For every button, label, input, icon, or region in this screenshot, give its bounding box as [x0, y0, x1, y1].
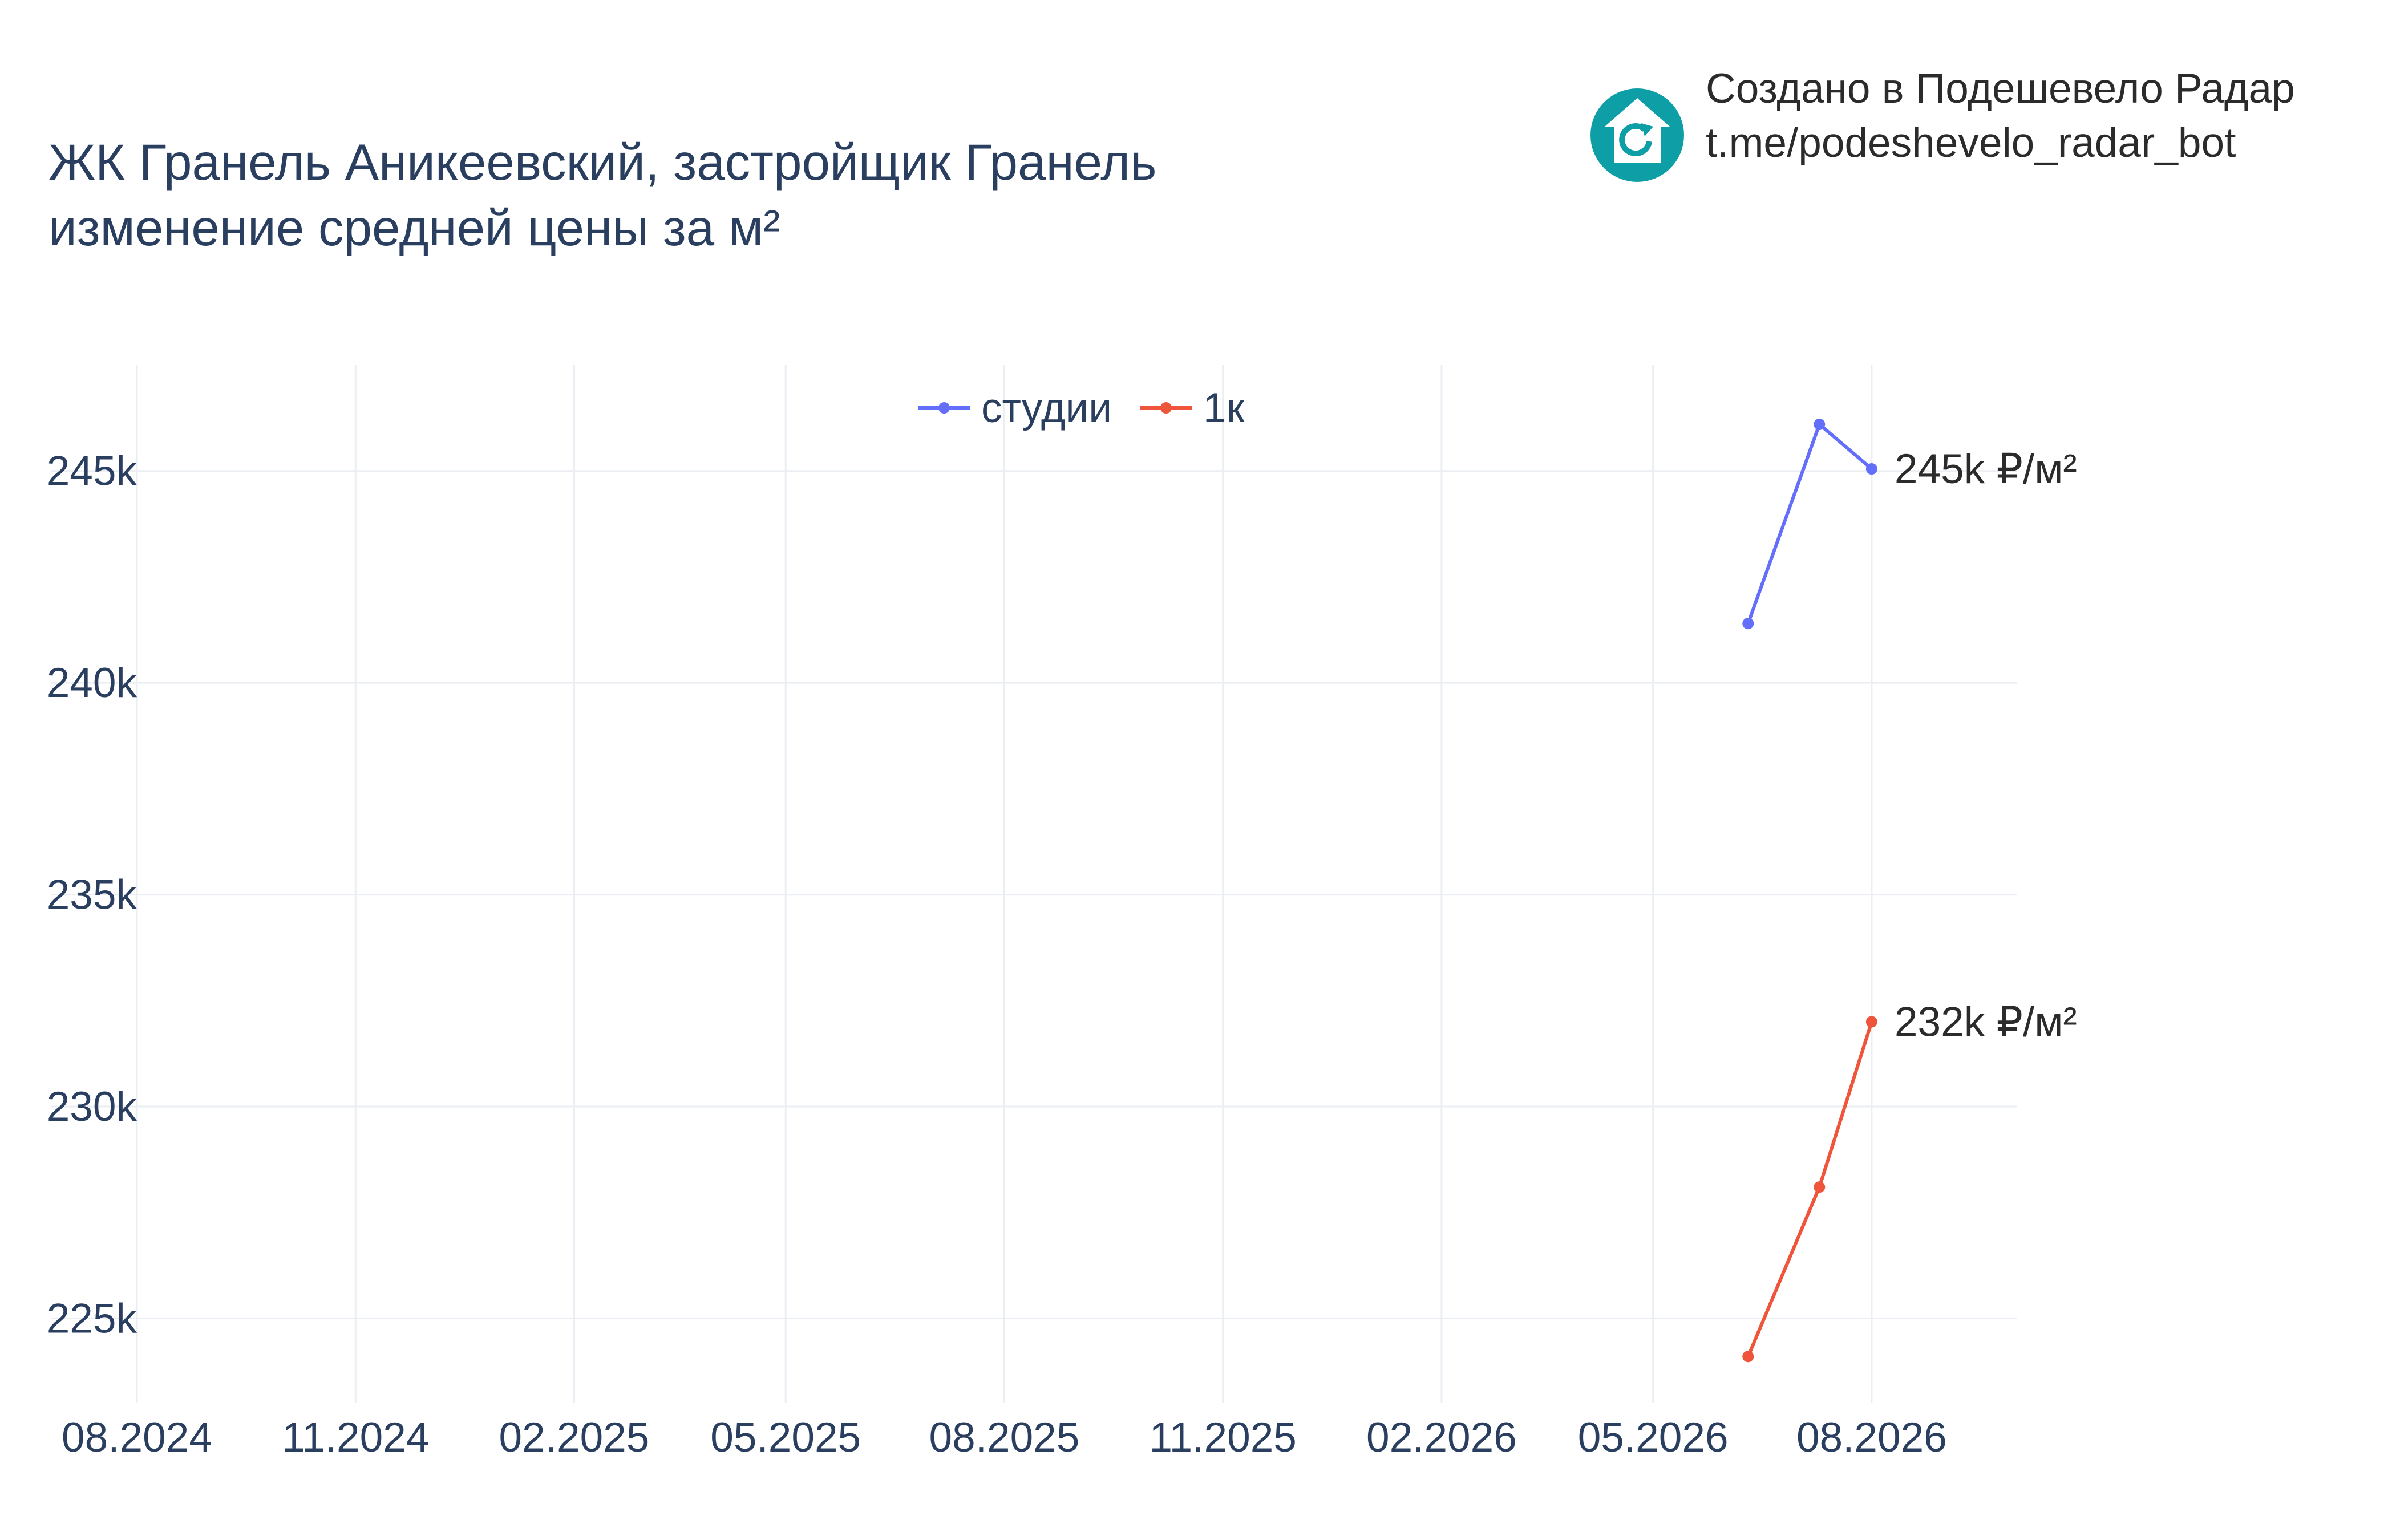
series-end-label: 232k ₽/м² — [1895, 999, 2077, 1045]
brand-block: Создано в Подешевело Радар t.me/podeshev… — [1590, 66, 2295, 182]
x-tick-label: 02.2025 — [499, 1415, 650, 1461]
data-point — [1865, 463, 1877, 475]
x-tick-label: 02.2026 — [1366, 1415, 1517, 1461]
data-point — [1814, 1181, 1826, 1193]
x-tick-label: 11.2025 — [1149, 1415, 1296, 1461]
chart-title-line-1: ЖК Гранель Аникеевский, застройщик Гране… — [48, 133, 1157, 191]
y-tick-label: 225k — [47, 1295, 137, 1342]
legend-label: 1к — [1203, 385, 1245, 431]
x-tick-label: 11.2024 — [282, 1415, 429, 1461]
series-line — [1746, 1020, 1873, 1359]
brand-line-1: Создано в Подешевело Радар — [1706, 66, 2295, 112]
data-point — [1742, 1351, 1754, 1363]
x-axis: 08.2024 11.2024 02.2025 05.2025 08.2025 11.20… — [62, 1415, 1947, 1461]
y-tick-label: 230k — [47, 1084, 137, 1130]
x-tick-label: 05.2026 — [1578, 1415, 1729, 1461]
y-axis: 225k 230k 235k 240k 245k — [47, 448, 137, 1342]
x-tick-label: 08.2024 — [62, 1415, 212, 1461]
data-point — [1865, 1016, 1877, 1028]
x-tick-label: 05.2025 — [710, 1415, 861, 1461]
house-refresh-icon — [1590, 88, 1684, 182]
y-tick-label: 235k — [47, 872, 137, 918]
series-group: 245k ₽/м² 232k ₽/м² — [1742, 419, 2077, 1363]
legend-label: студии — [981, 385, 1112, 431]
legend-item[interactable]: 1к — [1140, 385, 1245, 431]
x-tick-label: 08.2025 — [929, 1415, 1080, 1461]
legend-swatch-marker — [1160, 402, 1172, 414]
chart-title-line-2: изменение средней цены за м² — [48, 199, 780, 256]
grid — [51, 365, 2017, 1403]
brand-line-2: t.me/podeshevelo_radar_bot — [1706, 120, 2236, 166]
series-end-label: 245k ₽/м² — [1895, 446, 2077, 492]
legend-item[interactable]: студии — [918, 385, 1112, 431]
legend[interactable]: студии 1к — [918, 385, 1245, 431]
data-point — [1814, 419, 1826, 430]
y-tick-label: 240k — [47, 660, 137, 706]
x-tick-label: 08.2026 — [1796, 1415, 1947, 1461]
data-point — [1742, 618, 1754, 630]
y-tick-label: 245k — [47, 448, 137, 495]
series-line — [1746, 423, 1873, 626]
legend-swatch-marker — [938, 402, 950, 414]
